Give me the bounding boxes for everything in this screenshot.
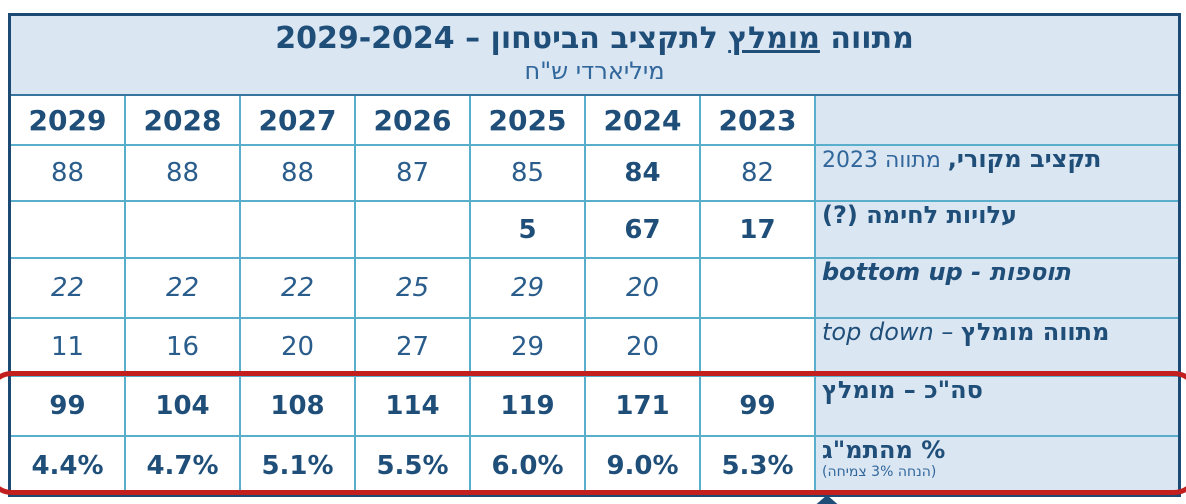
table-row-percent-gdp: 4.4% 4.7% 5.1% 5.5% 6.0% 9.0% 5.3% % מהת… <box>11 437 1178 494</box>
value-cell <box>241 202 356 259</box>
value-cell: 22 <box>11 259 126 319</box>
row-label: עלויות לחימה (?) <box>816 202 1178 259</box>
value-cell: 22 <box>241 259 356 319</box>
row-label-separator: – <box>933 319 961 346</box>
value-cell: 6.0% <box>471 437 586 494</box>
value-cell: 22 <box>126 259 241 319</box>
row-label-header-empty <box>816 96 1178 146</box>
value-cell: 99 <box>701 377 816 437</box>
row-label: תוספות - bottom up <box>816 259 1178 319</box>
row-label: תקציב מקורי, מתווה 2023 <box>816 146 1178 202</box>
value-cell: 88 <box>11 146 126 202</box>
row-label-note: (הנחה 3% צמיחה) <box>822 463 937 480</box>
value-cell: 29 <box>471 259 586 319</box>
budget-table: מתווה מומלץ לתקציב הביטחון – 2029-2024 מ… <box>8 13 1181 497</box>
table-row-original-budget: 88 88 88 87 85 84 82 תקציב מקורי, מתווה … <box>11 146 1178 202</box>
value-cell: 88 <box>126 146 241 202</box>
value-cell <box>11 202 126 259</box>
year-header: 2026 <box>356 96 471 146</box>
year-header: 2024 <box>586 96 701 146</box>
year-header: 2025 <box>471 96 586 146</box>
row-label: % מהתמ"ג (הנחה 3% צמיחה) <box>816 437 1178 494</box>
title-pre: מתווה <box>819 21 914 56</box>
table-row-war-costs: 5 67 17 עלויות לחימה (?) <box>11 202 1178 259</box>
value-cell: 25 <box>356 259 471 319</box>
row-label-bold-italic: תוספות <box>989 259 1071 286</box>
title-post: לתקציב הביטחון – 2029-2024 <box>275 21 729 56</box>
row-label-bold: עלויות לחימה (?) <box>822 202 1017 229</box>
value-cell: 20 <box>586 259 701 319</box>
row-label-bold: תקציב מקורי, <box>947 146 1102 173</box>
value-cell: 4.4% <box>11 437 126 494</box>
table-row-recommended-top-down: 11 16 20 27 29 20 מתווה מומלץ – top down <box>11 319 1178 377</box>
row-label: מתווה מומלץ – top down <box>816 319 1178 377</box>
table-title: מתווה מומלץ לתקציב הביטחון – 2029-2024 <box>11 22 1178 56</box>
value-cell: 11 <box>11 319 126 377</box>
value-cell: 114 <box>356 377 471 437</box>
value-cell: 82 <box>701 146 816 202</box>
value-cell: 4.7% <box>126 437 241 494</box>
value-cell: 84 <box>586 146 701 202</box>
value-cell <box>356 202 471 259</box>
value-cell: 5 <box>471 202 586 259</box>
value-cell: 29 <box>471 319 586 377</box>
value-cell: 119 <box>471 377 586 437</box>
value-cell: 20 <box>241 319 356 377</box>
table-subtitle: מיליארדי ש"ח <box>524 57 665 85</box>
value-cell: 17 <box>701 202 816 259</box>
row-label-latin: top down <box>822 319 934 346</box>
value-cell <box>126 202 241 259</box>
year-header: 2029 <box>11 96 126 146</box>
row-label-bold: % מהתמ"ג <box>822 437 946 464</box>
value-cell <box>701 319 816 377</box>
value-cell: 88 <box>241 146 356 202</box>
year-header-row: 2029 2028 2027 2026 2025 2024 2023 <box>11 96 1178 146</box>
value-cell: 5.1% <box>241 437 356 494</box>
row-label-latin: bottom up <box>822 259 963 286</box>
value-cell: 20 <box>586 319 701 377</box>
value-cell: 5.5% <box>356 437 471 494</box>
value-cell: 99 <box>11 377 126 437</box>
arrow-tip-icon <box>812 495 842 504</box>
value-cell: 9.0% <box>586 437 701 494</box>
title-underlined: מומלץ <box>728 21 820 56</box>
value-cell: 108 <box>241 377 356 437</box>
value-cell: 27 <box>356 319 471 377</box>
value-cell: 85 <box>471 146 586 202</box>
value-cell <box>701 259 816 319</box>
year-header: 2027 <box>241 96 356 146</box>
row-label: סה"כ – מומלץ <box>816 377 1178 437</box>
table-row-additions-bottom-up: 22 22 22 25 29 20 תוספות - bottom up <box>11 259 1178 319</box>
value-cell: 104 <box>126 377 241 437</box>
year-header: 2023 <box>701 96 816 146</box>
year-header: 2028 <box>126 96 241 146</box>
row-label-regular: מתווה 2023 <box>822 148 948 173</box>
row-label-bold: סה"כ – מומלץ <box>822 377 983 404</box>
table-row-total-recommended: 99 104 108 114 119 171 99 סה"כ – מומלץ <box>11 377 1178 437</box>
row-label-bold: מתווה מומלץ <box>960 319 1110 346</box>
table-title-block: מתווה מומלץ לתקציב הביטחון – 2029-2024 מ… <box>11 16 1178 96</box>
value-cell: 5.3% <box>701 437 816 494</box>
row-label-separator: - <box>962 259 990 286</box>
value-cell: 87 <box>356 146 471 202</box>
value-cell: 67 <box>586 202 701 259</box>
value-cell: 16 <box>126 319 241 377</box>
value-cell: 171 <box>586 377 701 437</box>
